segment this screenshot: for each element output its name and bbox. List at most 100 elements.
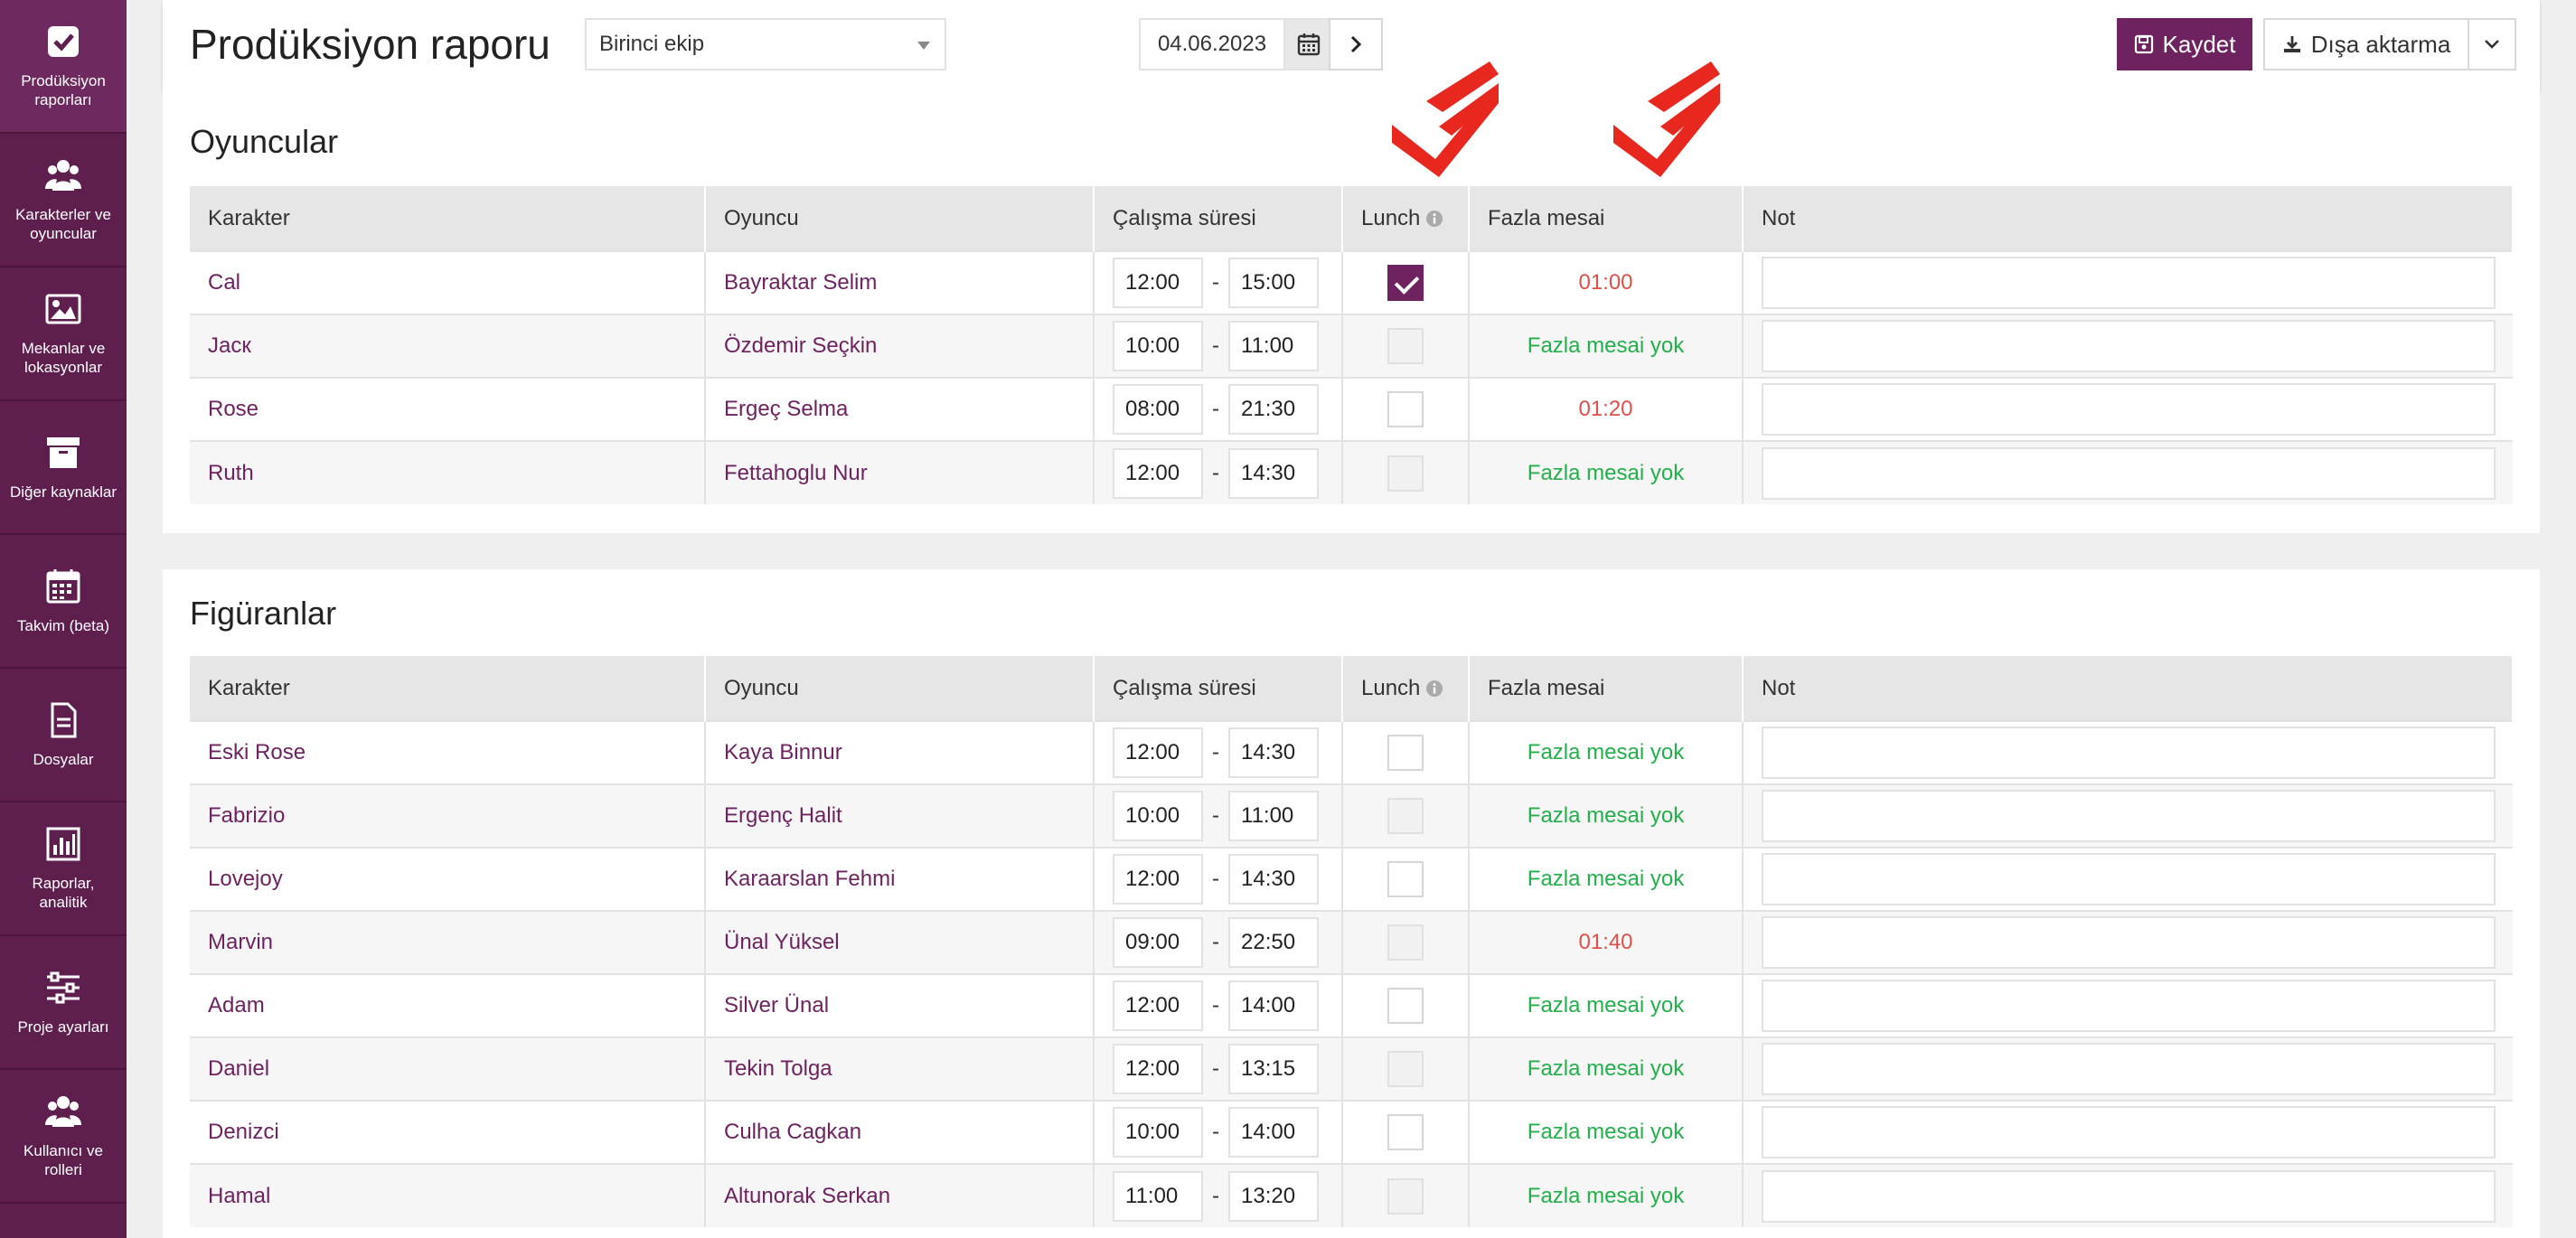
time-separator: - [1212,1120,1219,1144]
note-input[interactable] [1762,1106,2496,1158]
character-link[interactable]: Denizci [208,1120,279,1144]
start-time-input[interactable]: 12:00 [1113,980,1203,1031]
start-time-input[interactable]: 11:00 [1113,1170,1203,1222]
note-input[interactable] [1762,790,2496,842]
sidebar-item-di-er-kaynaklar[interactable]: Diğer kaynaklar [0,401,127,535]
annotation-arrow-lunch [1392,61,1499,177]
lunch-checkbox[interactable] [1387,735,1424,771]
note-input[interactable] [1762,980,2496,1032]
actor-link[interactable]: Ergeç Selma [724,397,849,421]
note-input[interactable] [1762,727,2496,779]
sidebar-item-karakterler-ve-oyuncular[interactable]: Karakterler ve oyuncular [0,134,127,267]
table-row: Daniel Tekin Tolga 12:00-13:15 Fazla mesai … [190,1036,2513,1101]
character-link[interactable]: Ruth [208,460,254,485]
sidebar-item-raporlar-analitik[interactable]: Raporlar, analitik [0,802,127,936]
extras-section: Figüranlar Karakter Oyuncu Çalışma süres… [163,569,2540,1238]
sidebar-item-kullan-c-ve-rolleri[interactable]: Kullanıcı ve rolleri [0,1070,127,1204]
actor-link[interactable]: Ünal Yüksel [724,930,840,954]
work-time-range: 12:00-13:15 [1113,1044,1341,1094]
actor-link[interactable]: Altunorak Serkan [724,1183,891,1208]
start-time-input[interactable]: 09:00 [1113,917,1203,968]
calendar-button[interactable] [1283,18,1334,70]
info-icon[interactable] [1425,680,1443,698]
sidebar-item-label: Prodüksiyon raporları [21,72,106,108]
lunch-checkbox[interactable] [1387,861,1424,897]
start-time-input[interactable]: 12:00 [1113,1044,1203,1094]
character-link[interactable]: Marvin [208,930,274,954]
character-link[interactable]: Eski Rose [208,740,306,764]
table-row: Adam Silver Ünal 12:00-14:00 Fazla mesai yo… [190,973,2513,1037]
end-time-input[interactable]: 15:00 [1228,258,1319,308]
start-time-input[interactable]: 10:00 [1113,1107,1203,1158]
actor-link[interactable]: Özdemir Seçkin [724,333,878,358]
lunch-checkbox[interactable] [1387,988,1424,1024]
lunch-checkbox[interactable] [1387,1114,1424,1150]
character-link[interactable]: Cal [208,270,241,295]
end-time-input[interactable]: 21:30 [1228,384,1319,435]
start-time-input[interactable]: 12:00 [1113,854,1203,905]
sidebar-item-proje-ayarlar[interactable]: Proje ayarları [0,936,127,1070]
end-time-input[interactable]: 14:30 [1228,854,1319,905]
save-button[interactable]: Kaydet [2117,18,2252,70]
start-time-input[interactable]: 10:00 [1113,791,1203,841]
note-input[interactable] [1762,257,2496,309]
date-input[interactable]: 04.06.2023 [1139,18,1283,70]
note-input[interactable] [1762,1169,2496,1223]
sidebar-item-takvim-beta[interactable]: Takvim (beta) [0,535,127,669]
actor-link[interactable]: Culha Cagkan [724,1120,862,1144]
lunch-checkbox [1387,455,1424,492]
start-time-input[interactable]: 08:00 [1113,384,1203,435]
lunch-checkbox[interactable] [1387,391,1424,427]
start-time-input[interactable]: 10:00 [1113,321,1203,371]
col-header-actor: Oyuncu [705,186,1095,251]
character-link[interactable]: Hamal [208,1183,271,1208]
sidebar-item-dosyalar[interactable]: Dosyalar [0,669,127,802]
character-link[interactable]: Lovejoy [208,867,283,891]
actor-link[interactable]: Bayraktar Selim [724,270,878,295]
actor-link[interactable]: Fettahoglu Nur [724,460,868,485]
export-button[interactable]: Dışa aktarma [2263,18,2469,70]
end-time-input[interactable]: 22:50 [1228,917,1319,968]
note-input[interactable] [1762,383,2496,436]
start-time-input[interactable]: 12:00 [1113,447,1203,499]
note-input[interactable] [1762,320,2496,372]
sidebar-item-prod-ksiyon-raporlar[interactable]: Prodüksiyon raporları [0,0,127,134]
start-time-input[interactable]: 12:00 [1113,727,1203,778]
start-time-input[interactable]: 12:00 [1113,258,1203,308]
table-row: Lovejoy Karaarslan Fehmi 12:00-14:30 Fazla … [190,847,2513,911]
character-link[interactable]: Daniel [208,1056,270,1081]
floppy-icon [2134,34,2153,54]
actor-link[interactable]: Tekin Tolga [724,1056,832,1081]
note-input[interactable] [1762,853,2496,905]
table-row: Marvin Ünal Yüksel 09:00-22:50 01:40 [190,910,2513,974]
export-dropdown-toggle[interactable] [2468,18,2516,70]
note-input[interactable] [1762,916,2496,969]
actor-link[interactable]: Silver Ünal [724,993,830,1018]
character-link[interactable]: Rose [208,397,259,421]
end-time-input[interactable]: 14:00 [1228,980,1319,1031]
character-link[interactable]: Fabrizio [208,803,286,828]
end-time-input[interactable]: 14:00 [1228,1107,1319,1158]
note-input[interactable] [1762,446,2496,500]
end-time-input[interactable]: 11:00 [1228,791,1319,841]
end-time-input[interactable]: 14:30 [1228,447,1319,499]
end-time-input[interactable]: 13:20 [1228,1170,1319,1222]
note-input[interactable] [1762,1043,2496,1095]
end-time-input[interactable]: 14:30 [1228,727,1319,778]
table-row: Eski Rose Kaya Binnur 12:00-14:30 Fazla mes… [190,720,2513,784]
actor-link[interactable]: Karaarslan Fehmi [724,867,896,891]
character-link[interactable]: Jacк [208,333,251,358]
next-date-button[interactable] [1329,18,1383,70]
lunch-checkbox[interactable] [1387,265,1424,301]
team-select[interactable]: Birinci ekip [585,18,946,70]
end-time-input[interactable]: 13:15 [1228,1044,1319,1094]
actor-link[interactable]: Ergenç Halit [724,803,842,828]
table-row: Cal Bayraktar Selim 12:00-15:00 01:00 [190,250,2513,314]
end-time-input[interactable]: 11:00 [1228,321,1319,371]
info-icon[interactable] [1425,210,1443,228]
check-square-icon [44,23,82,61]
sidebar-item-mekanlar-ve-lokasyonlar[interactable]: Mekanlar ve lokasyonlar [0,267,127,401]
sidebar-item-label: Raporlar, analitik [32,875,95,911]
actor-link[interactable]: Kaya Binnur [724,740,842,764]
character-link[interactable]: Adam [208,993,265,1018]
